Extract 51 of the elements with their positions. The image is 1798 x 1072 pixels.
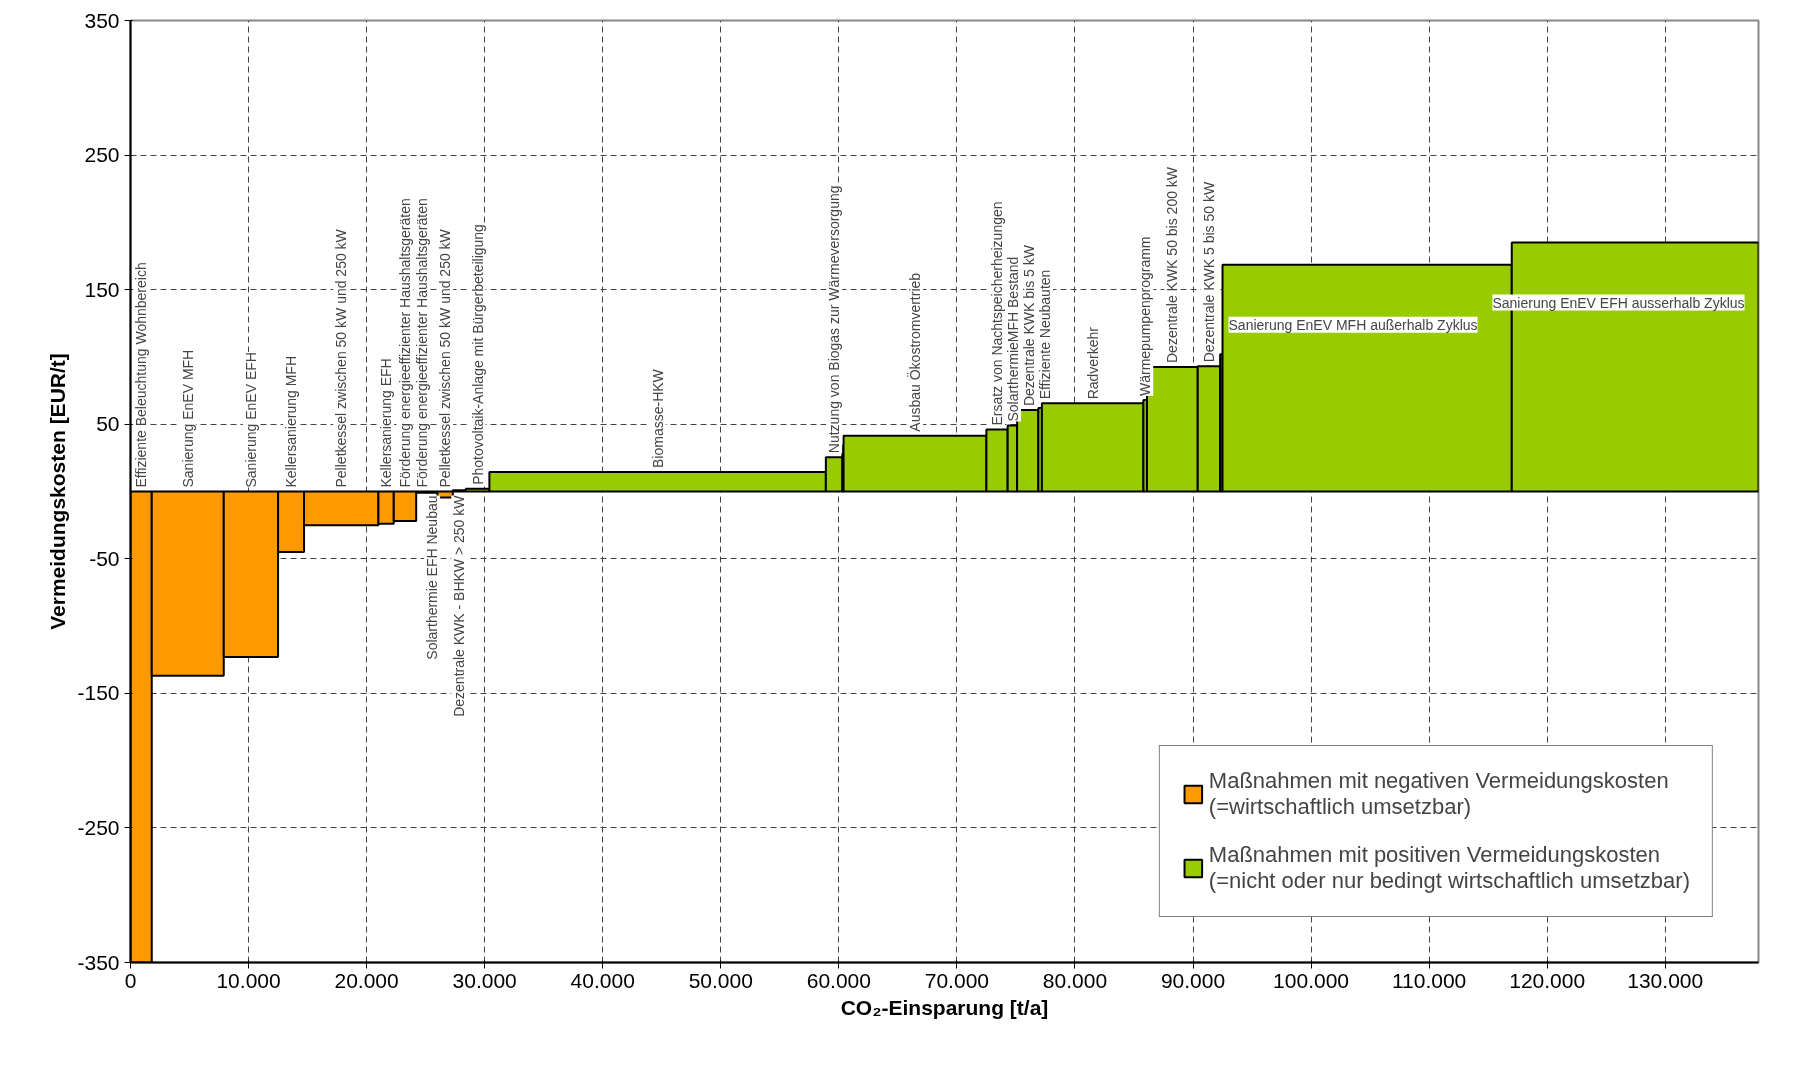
data-label: Sanierung EnEV EFH ausserhalb Zyklus (1492, 294, 1745, 311)
data-label: Kellersanierung MFH (283, 356, 300, 488)
y-tick-label: 150 (84, 277, 120, 301)
x-tick-label: 50.000 (688, 968, 753, 992)
x-tick-label: 130.000 (1627, 968, 1704, 992)
data-label: Kellersanierung EFH (378, 358, 395, 488)
data-label: Solarthermie EFH Neubau (424, 495, 441, 660)
data-label: Effiziente Neubauten (1037, 269, 1054, 400)
data-label: Dezentrale KWK 50 bis 200 kW (1164, 166, 1181, 364)
y-tick-label: -350 (77, 950, 120, 974)
x-tick-label: 100.000 (1273, 968, 1350, 992)
data-label: Wärmepumpenprogramm (1137, 236, 1154, 396)
data-label: SolarthermieMFH Bestand (1005, 256, 1022, 422)
y-tick-label: 250 (84, 143, 120, 167)
x-tick-label: 80.000 (1042, 968, 1108, 992)
y-tick-label: -50 (89, 546, 120, 570)
data-label: Radverkehr (1084, 326, 1101, 400)
x-tick-label: 30.000 (452, 968, 517, 992)
data-label: Nutzung von Biogas zur Wärmeversorgung (826, 185, 843, 454)
data-label: Ersatz von Nachtspeicherheizungen (989, 201, 1006, 426)
data-label: Dezentrale KWK - BHKW > 250 kW (451, 494, 468, 717)
x-tick-label: 10.000 (216, 968, 281, 992)
x-tick-label: 20.000 (334, 968, 399, 992)
data-label: Dezentrale KWK bis 5 kW (1021, 244, 1038, 407)
x-tick-label: 70.000 (924, 968, 990, 992)
data-label: Sanierung EnEV EFH (242, 352, 259, 488)
data-label: Dezentrale KWK 5 bis 50 kW (1200, 181, 1217, 363)
legend-label: Maßnahmen mit negativen Vermeidungskosten (=wirtschaftlich umsetzbar) (1208, 768, 1669, 820)
data-label: Förderung energieeffizienter Haushaltsgeräten (413, 198, 430, 488)
y-tick-label: 350 (84, 8, 120, 32)
data-label: Sanierung EnEV MFH außerhalb Zyklus (1228, 316, 1478, 333)
x-tick-label: 110.000 (1391, 968, 1467, 992)
x-tick-label: 90.000 (1160, 968, 1226, 992)
x-tick-label: 40.000 (570, 968, 635, 992)
y-tick-label: -250 (77, 815, 120, 839)
y-axis-title: Vermeidungskosten [EUR/t] (46, 353, 70, 630)
data-label: Sanierung EnEV MFH (179, 349, 196, 488)
data-label: Photovoltaik-Anlage mit Bürgerbeteiligung (469, 224, 486, 485)
x-axis-title: CO₂-Einsparung [t/a] (840, 995, 1049, 1019)
data-label: Biomasse-HKW (649, 368, 666, 468)
legend-label: Maßnahmen mit positiven Vermeidungskosten (=nicht oder nur bedingt wirtschaftlich umsetzbar) (1208, 842, 1690, 894)
data-label: Pelletkessel zwischen 50 kW und 250 kW (333, 228, 350, 488)
y-tick-label: -150 (77, 681, 120, 705)
x-tick-label: 60.000 (806, 968, 871, 992)
data-label: Effiziente Beleuchtung Wohnbereich (133, 262, 150, 488)
y-tick-label: 50 (96, 412, 120, 436)
data-label: Förderung energieeffizienter Haushaltsgeräten (396, 198, 413, 488)
x-tick-label: 0 (124, 968, 137, 992)
data-label: Ausbau Ökostromvertrieb (905, 272, 923, 432)
data-label: Pelletkessel zwischen 50 kW und 250 kW (437, 228, 454, 488)
x-tick-label: 120.000 (1509, 968, 1586, 992)
